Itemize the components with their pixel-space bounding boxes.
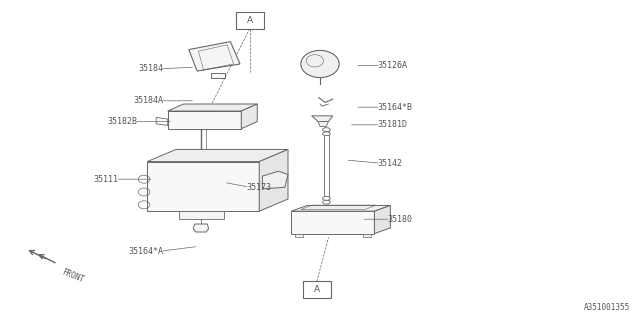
- Polygon shape: [318, 122, 328, 126]
- Circle shape: [323, 128, 330, 132]
- Text: 35126A: 35126A: [378, 61, 408, 70]
- Polygon shape: [179, 211, 224, 219]
- FancyBboxPatch shape: [303, 281, 331, 298]
- Text: 35164*A: 35164*A: [128, 247, 163, 256]
- Text: 35181D: 35181D: [378, 120, 408, 129]
- Text: A: A: [246, 16, 253, 25]
- Ellipse shape: [301, 51, 339, 78]
- Polygon shape: [189, 42, 240, 71]
- Text: 35164*B: 35164*B: [378, 103, 413, 112]
- Text: A351001355: A351001355: [584, 303, 630, 312]
- Circle shape: [323, 196, 330, 200]
- Polygon shape: [147, 162, 259, 211]
- Polygon shape: [363, 234, 371, 237]
- Text: 35173: 35173: [246, 183, 271, 192]
- Circle shape: [323, 132, 330, 136]
- Polygon shape: [262, 171, 288, 189]
- Text: A: A: [314, 285, 320, 294]
- Polygon shape: [295, 234, 303, 237]
- Circle shape: [323, 200, 330, 204]
- Text: 35142: 35142: [378, 159, 403, 168]
- Text: FRONT: FRONT: [61, 267, 86, 284]
- Polygon shape: [211, 73, 225, 78]
- Polygon shape: [193, 224, 209, 232]
- Polygon shape: [374, 205, 390, 234]
- Text: 35184A: 35184A: [133, 96, 163, 105]
- Polygon shape: [291, 205, 390, 211]
- Text: 35111: 35111: [93, 175, 118, 184]
- Text: 35180: 35180: [387, 215, 412, 224]
- Polygon shape: [291, 211, 374, 234]
- Polygon shape: [312, 116, 333, 122]
- Polygon shape: [259, 149, 288, 211]
- Text: 35182B: 35182B: [108, 117, 138, 126]
- Polygon shape: [147, 149, 288, 162]
- Text: 35184: 35184: [138, 64, 163, 73]
- Polygon shape: [168, 111, 241, 129]
- Polygon shape: [168, 104, 257, 111]
- FancyBboxPatch shape: [236, 12, 264, 29]
- Polygon shape: [241, 104, 257, 129]
